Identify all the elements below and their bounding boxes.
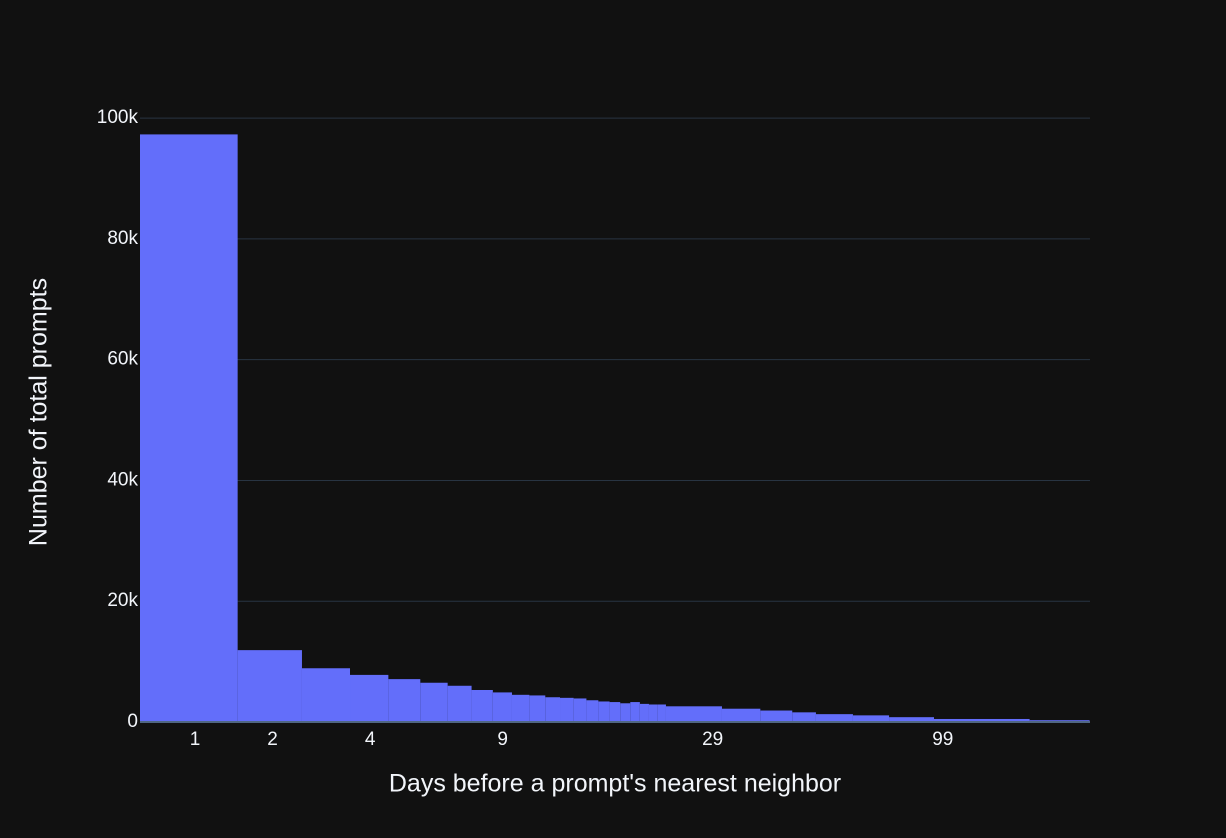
bar: [665, 706, 722, 722]
bar: [492, 692, 512, 722]
grid: [140, 117, 1090, 602]
y-tick-label: 20k: [107, 590, 138, 611]
bar: [511, 694, 530, 722]
bar: [598, 701, 610, 722]
y-tick-label: 60k: [107, 349, 138, 370]
x-tick-label: 29: [702, 729, 723, 750]
bar: [815, 714, 853, 722]
bar: [620, 703, 631, 722]
y-tick-label: 40k: [107, 469, 138, 490]
axes: 0 20k 40k 60k 80k 100k 1 2 4 9 29 99: [97, 107, 1090, 750]
bar: [471, 689, 493, 722]
bar: [721, 708, 761, 722]
bars: [140, 134, 1090, 722]
bar: [447, 685, 472, 722]
x-tick-label: 4: [365, 729, 376, 750]
bar: [609, 702, 621, 722]
bar: [529, 695, 546, 722]
bar: [630, 702, 640, 722]
bar: [852, 715, 890, 722]
bar: [420, 682, 448, 722]
bar: [560, 697, 574, 722]
bar: [657, 704, 666, 722]
x-tick-label: 9: [497, 729, 508, 750]
bar: [889, 717, 934, 722]
y-tick-label: 0: [127, 711, 138, 732]
bar: [648, 704, 658, 722]
y-axis-title: Number of total prompts: [25, 278, 53, 546]
bar: [301, 668, 351, 722]
bar: [933, 718, 1030, 722]
y-tick-label: 80k: [107, 228, 138, 249]
bar: [760, 710, 793, 722]
bar: [639, 703, 649, 722]
bar: [586, 700, 599, 722]
y-tick-label: 100k: [97, 107, 139, 128]
bar: [237, 650, 302, 722]
x-tick-label: 99: [932, 729, 953, 750]
x-tick-label: 2: [267, 729, 278, 750]
x-tick-label: 1: [190, 729, 201, 750]
x-axis-title: Days before a prompt's nearest neighbor: [389, 770, 841, 798]
bar: [573, 698, 587, 722]
bar: [545, 697, 561, 722]
bar: [388, 679, 421, 722]
bar: [350, 674, 389, 722]
bar: [140, 134, 238, 722]
bar: [792, 712, 816, 722]
